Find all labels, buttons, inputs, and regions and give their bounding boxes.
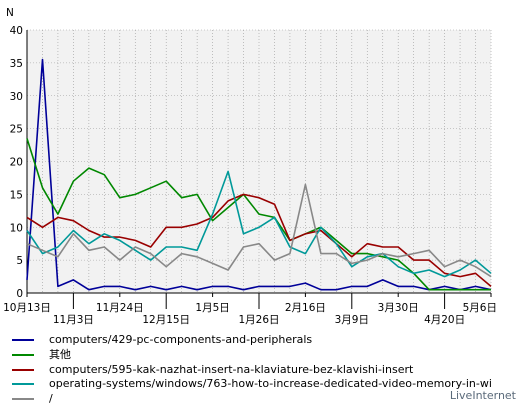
series-line bbox=[26, 170, 492, 278]
y-tick-label: 5 bbox=[16, 255, 23, 267]
series-lines bbox=[26, 58, 492, 291]
legend-item[interactable]: computers/429-pc-components-and-peripher… bbox=[12, 333, 518, 346]
legend-item[interactable]: computers/595-kak-nazhat-insert-na-klavi… bbox=[12, 363, 518, 376]
legend-swatch bbox=[12, 353, 34, 356]
y-tick-label: 30 bbox=[10, 91, 23, 103]
x-tick-label: 10月13日 bbox=[3, 302, 51, 314]
legend-label: / bbox=[49, 392, 53, 406]
x-tick-label: 1月26日 bbox=[238, 314, 279, 326]
legend-swatch bbox=[12, 383, 34, 386]
grid-lines bbox=[27, 29, 492, 293]
x-tick-label: 3月30日 bbox=[378, 302, 419, 314]
legend-item[interactable]: 其他 bbox=[12, 348, 518, 361]
legend-item[interactable]: / bbox=[12, 392, 518, 405]
series-line bbox=[26, 193, 492, 288]
legend: computers/429-pc-components-and-peripher… bbox=[12, 333, 518, 407]
legend-item[interactable]: operating-systems/windows/763-how-to-inc… bbox=[12, 377, 518, 390]
y-tick-label: 40 bbox=[10, 25, 23, 37]
y-tick-label: 10 bbox=[10, 222, 23, 234]
legend-label: computers/595-kak-nazhat-insert-na-klavi… bbox=[49, 362, 414, 376]
x-tick-label: 2月16日 bbox=[285, 302, 326, 314]
x-tick-label: 12月15日 bbox=[142, 314, 190, 326]
series-line bbox=[26, 58, 492, 291]
y-tick-label: 15 bbox=[10, 189, 23, 201]
credit-text: LiveInternet bbox=[449, 389, 516, 402]
x-tick-label: 11月3日 bbox=[53, 314, 94, 326]
x-tick-label: 5月6日 bbox=[463, 302, 497, 314]
legend-swatch bbox=[12, 398, 34, 401]
legend-label: computers/429-pc-components-and-peripher… bbox=[49, 333, 313, 346]
x-tick-label: 4月20日 bbox=[424, 314, 465, 326]
y-axis-label: N bbox=[6, 7, 14, 19]
legend-label: operating-systems/windows/763-how-to-inc… bbox=[49, 377, 492, 391]
x-tick-label: 3月9日 bbox=[335, 314, 369, 326]
y-tick-label: 0 bbox=[16, 288, 23, 300]
legend-swatch bbox=[12, 339, 34, 341]
y-tick-label: 25 bbox=[10, 124, 23, 136]
legend-swatch bbox=[12, 368, 34, 371]
y-tick-label: 35 bbox=[10, 58, 23, 70]
y-tick-label: 20 bbox=[10, 157, 23, 169]
series-line bbox=[26, 183, 492, 278]
line-chart: 0 5 10 15 20 25 30 35 40 10月13日11月3日11月24日12月15日… bbox=[3, 7, 497, 326]
y-axis-ticks: 0 5 10 15 20 25 30 35 40 bbox=[10, 25, 23, 300]
x-tick-label: 1月5日 bbox=[195, 302, 229, 314]
x-tick-label: 11月24日 bbox=[96, 302, 144, 314]
legend-label: 其他 bbox=[49, 347, 71, 361]
